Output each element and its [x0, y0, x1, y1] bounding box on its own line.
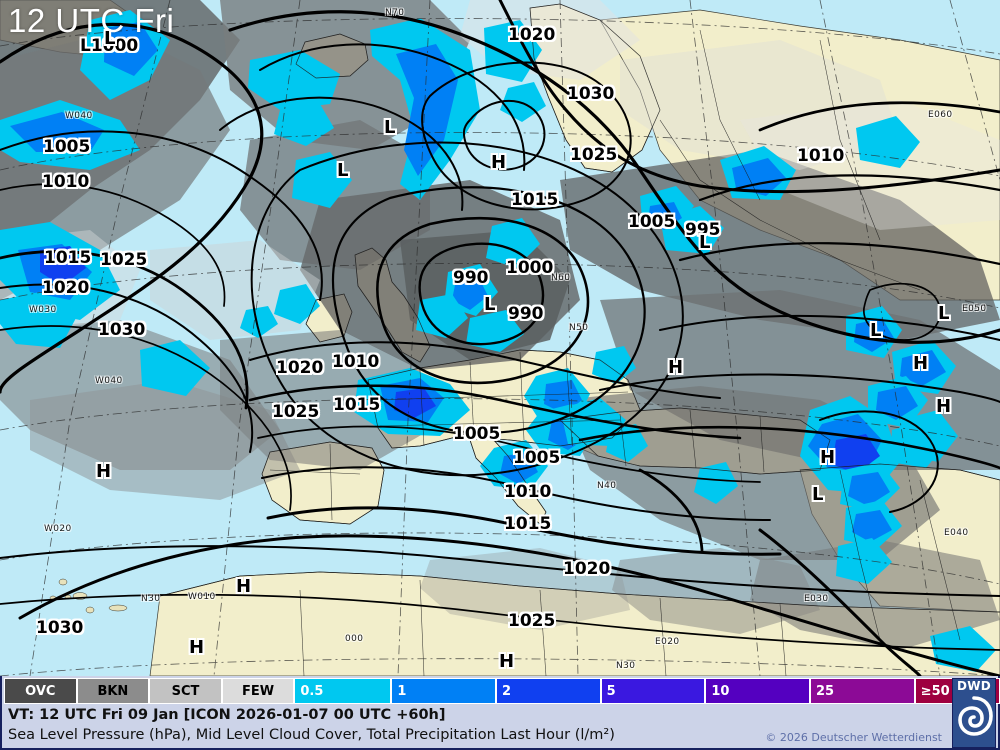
dwd-spiral-icon	[953, 694, 995, 746]
legend-cloud-bkn[interactable]: BKN	[76, 678, 150, 704]
legend-precip-1[interactable]: 1	[391, 678, 496, 704]
legend-precip-0[interactable]: 0.5	[294, 678, 392, 704]
copyright-text: © 2026 Deutscher Wetterdienst	[765, 731, 942, 744]
legend-cloud-few[interactable]: FEW	[221, 678, 295, 704]
weather-map-canvas[interactable]: 12 UTC Fri L1000 1020 1030 1025 1015 1005 1010…	[0, 0, 1000, 676]
dwd-logo: DWD	[952, 678, 996, 748]
map-graphics	[0, 0, 1000, 676]
legend-cloud-ovc[interactable]: OVC	[4, 678, 77, 704]
legend-precip-3[interactable]: 5	[600, 678, 706, 704]
legend-cloud-sct[interactable]: SCT	[149, 678, 222, 704]
legend-precip-2[interactable]: 2	[495, 678, 601, 704]
map-title: 12 UTC Fri	[8, 2, 175, 39]
valid-time-text: VT: 12 UTC Fri 09 Jan [ICON 2026-01-07 0…	[8, 707, 446, 723]
legend-precip-5[interactable]: 25	[810, 678, 915, 704]
product-description-text: Sea Level Pressure (hPa), Mid Level Clou…	[8, 727, 615, 743]
dwd-logo-text: DWD	[956, 679, 992, 693]
legend-precip-4[interactable]: 10	[705, 678, 810, 704]
